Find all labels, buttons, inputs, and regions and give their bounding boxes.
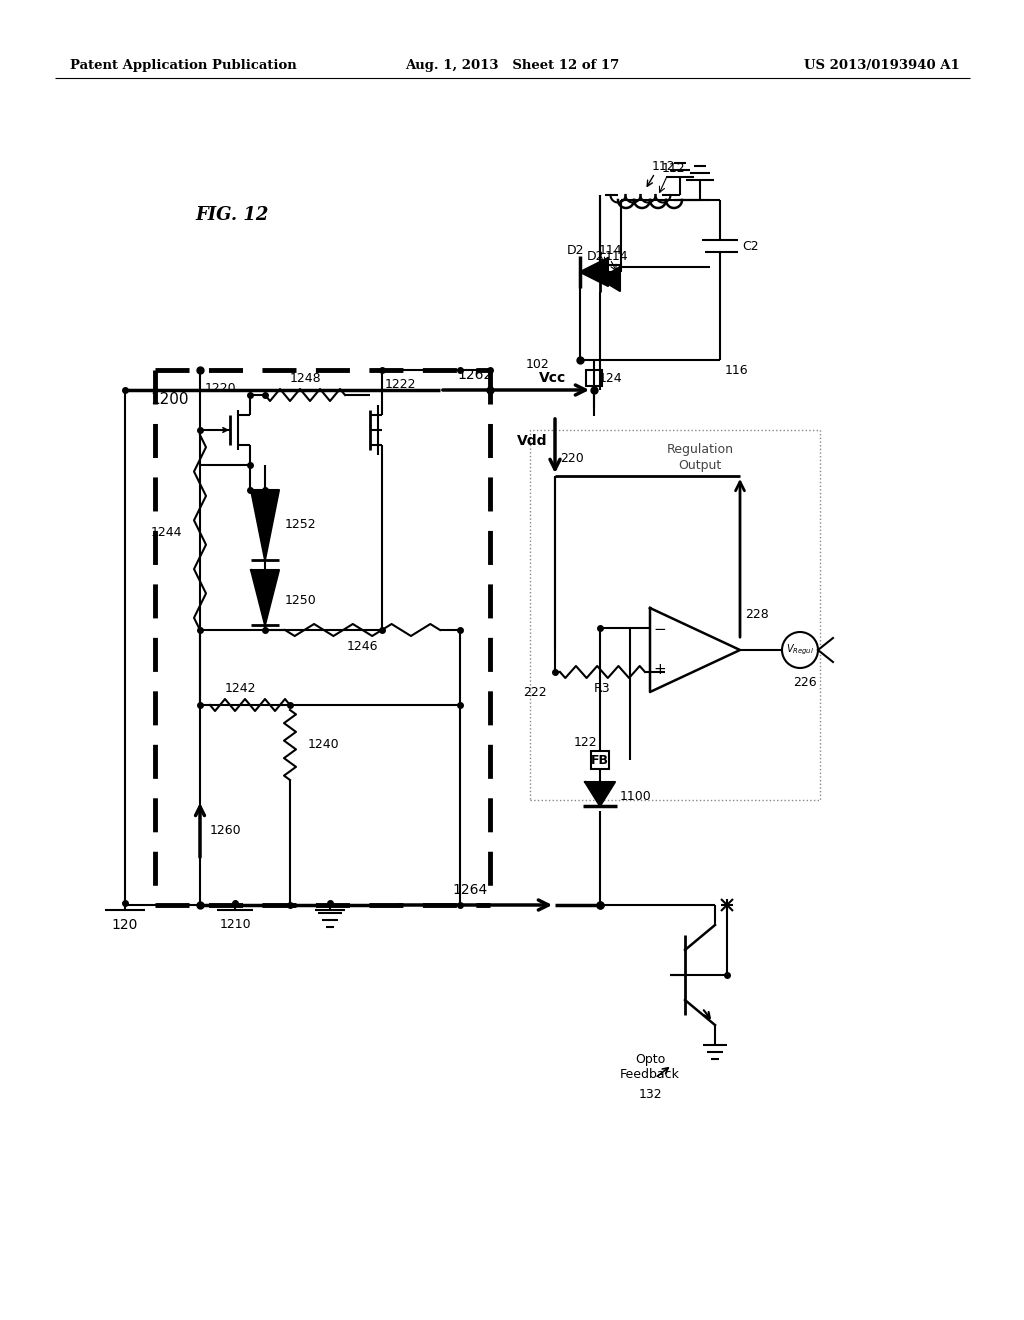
Text: Vcc: Vcc bbox=[539, 371, 566, 385]
Bar bbox=[591, 751, 609, 770]
Bar bbox=[530, 430, 820, 800]
Text: 228: 228 bbox=[745, 609, 769, 622]
Text: 1210: 1210 bbox=[219, 919, 251, 932]
Text: 1200: 1200 bbox=[150, 392, 188, 408]
Text: Output: Output bbox=[678, 458, 722, 471]
Text: 120: 120 bbox=[112, 917, 138, 932]
Text: Feedback: Feedback bbox=[621, 1068, 680, 1081]
Text: $V_{Regul}$: $V_{Regul}$ bbox=[786, 643, 814, 657]
Text: 1250: 1250 bbox=[285, 594, 316, 606]
Polygon shape bbox=[580, 257, 608, 286]
Text: 1252: 1252 bbox=[285, 519, 316, 532]
Text: 1222: 1222 bbox=[385, 379, 417, 392]
Text: 1248: 1248 bbox=[289, 372, 321, 385]
Polygon shape bbox=[585, 781, 615, 807]
Text: 1260: 1260 bbox=[210, 824, 242, 837]
Text: 122: 122 bbox=[573, 735, 597, 748]
Text: 112: 112 bbox=[662, 161, 686, 174]
Text: 1244: 1244 bbox=[151, 525, 182, 539]
Text: 1100: 1100 bbox=[620, 791, 651, 804]
Text: Vdd: Vdd bbox=[516, 434, 547, 447]
Text: D2: D2 bbox=[567, 243, 585, 256]
Text: Opto: Opto bbox=[635, 1053, 666, 1067]
Text: 226: 226 bbox=[794, 676, 817, 689]
Text: 1240: 1240 bbox=[308, 738, 340, 751]
Text: 102: 102 bbox=[525, 359, 549, 371]
Text: 1242: 1242 bbox=[224, 682, 256, 696]
Text: 124: 124 bbox=[599, 371, 623, 384]
Text: 220: 220 bbox=[560, 451, 584, 465]
Text: FB: FB bbox=[591, 754, 609, 767]
Circle shape bbox=[782, 632, 818, 668]
Text: 1262: 1262 bbox=[458, 368, 493, 381]
Polygon shape bbox=[251, 490, 279, 560]
Text: FIG. 12: FIG. 12 bbox=[195, 206, 268, 224]
Text: 1220: 1220 bbox=[204, 381, 236, 395]
Text: +: + bbox=[653, 663, 667, 677]
Text: 1264: 1264 bbox=[453, 883, 487, 898]
Text: Regulation: Regulation bbox=[667, 444, 733, 457]
Text: Aug. 1, 2013   Sheet 12 of 17: Aug. 1, 2013 Sheet 12 of 17 bbox=[404, 58, 620, 71]
Bar bbox=[586, 370, 602, 385]
Text: C2: C2 bbox=[742, 239, 759, 252]
Text: Patent Application Publication: Patent Application Publication bbox=[70, 58, 297, 71]
Polygon shape bbox=[650, 609, 740, 692]
Text: 114: 114 bbox=[605, 251, 629, 264]
Text: 132: 132 bbox=[638, 1089, 662, 1101]
Text: 116: 116 bbox=[725, 363, 749, 376]
Text: 1246: 1246 bbox=[347, 639, 378, 652]
Text: US 2013/0193940 A1: US 2013/0193940 A1 bbox=[804, 58, 961, 71]
Text: 112: 112 bbox=[652, 161, 676, 173]
Text: 222: 222 bbox=[523, 685, 547, 698]
Polygon shape bbox=[600, 267, 620, 290]
Text: D2: D2 bbox=[587, 251, 604, 264]
Polygon shape bbox=[251, 570, 279, 624]
Text: R3: R3 bbox=[594, 681, 610, 694]
Text: 114: 114 bbox=[599, 243, 623, 256]
Text: −: − bbox=[653, 623, 667, 638]
